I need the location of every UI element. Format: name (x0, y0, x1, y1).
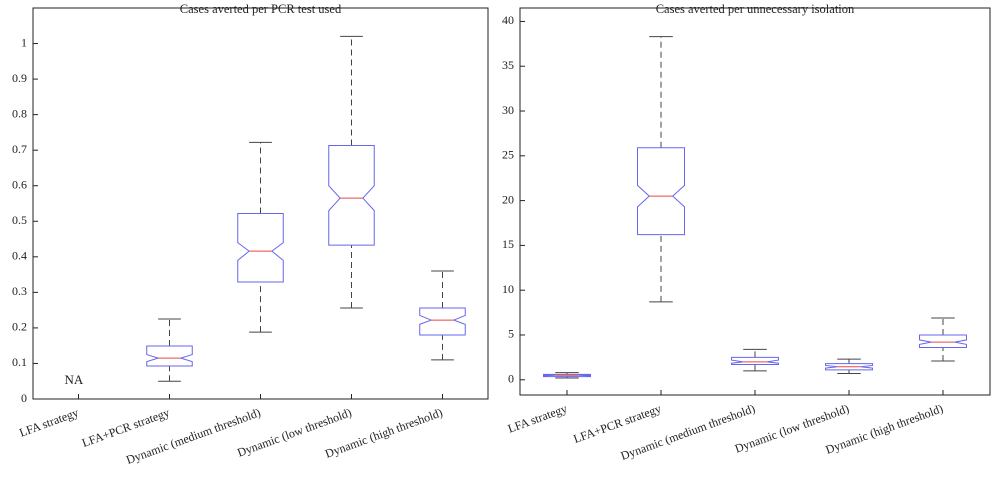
y-tick-label: 0 (508, 372, 514, 386)
y-tick-label: 0.6 (12, 177, 27, 191)
box (731, 356, 779, 366)
y-tick-label: 10 (502, 282, 514, 296)
y-tick-label: 0.5 (12, 213, 27, 227)
y-tick-label: 25 (502, 148, 514, 162)
box (637, 147, 685, 236)
y-tick-label: 0.8 (12, 106, 27, 120)
y-tick-label: 0.9 (12, 71, 27, 85)
y-tick-label: 1 (21, 35, 27, 49)
y-tick-label: 0.4 (12, 249, 27, 263)
chart-title: Cases averted per PCR test used (180, 2, 342, 16)
y-tick-label: 0 (21, 391, 27, 405)
plot-frame (32, 7, 489, 400)
y-tick-label: 5 (508, 327, 514, 341)
y-tick-label: 0.7 (12, 142, 27, 156)
y-tick-label: 0.1 (12, 355, 27, 369)
annotation: NA (65, 372, 84, 387)
y-tick-label: 15 (502, 237, 514, 251)
box (543, 373, 591, 378)
chart-title: Cases averted per unnecessary isolation (656, 2, 855, 16)
x-tick-label: LFA strategy (506, 401, 569, 435)
box (825, 363, 873, 371)
y-tick-label: 20 (502, 192, 514, 206)
y-tick-label: 30 (502, 103, 514, 117)
box (328, 145, 375, 246)
box (419, 307, 466, 336)
y-tick-label: 0.3 (12, 284, 27, 298)
y-tick-label: 0.2 (12, 320, 27, 334)
box (919, 334, 967, 349)
box (146, 345, 193, 367)
box (237, 212, 284, 283)
y-tick-label: 35 (502, 58, 514, 72)
x-tick-label: LFA strategy (17, 405, 80, 439)
y-tick-label: 40 (502, 13, 514, 27)
